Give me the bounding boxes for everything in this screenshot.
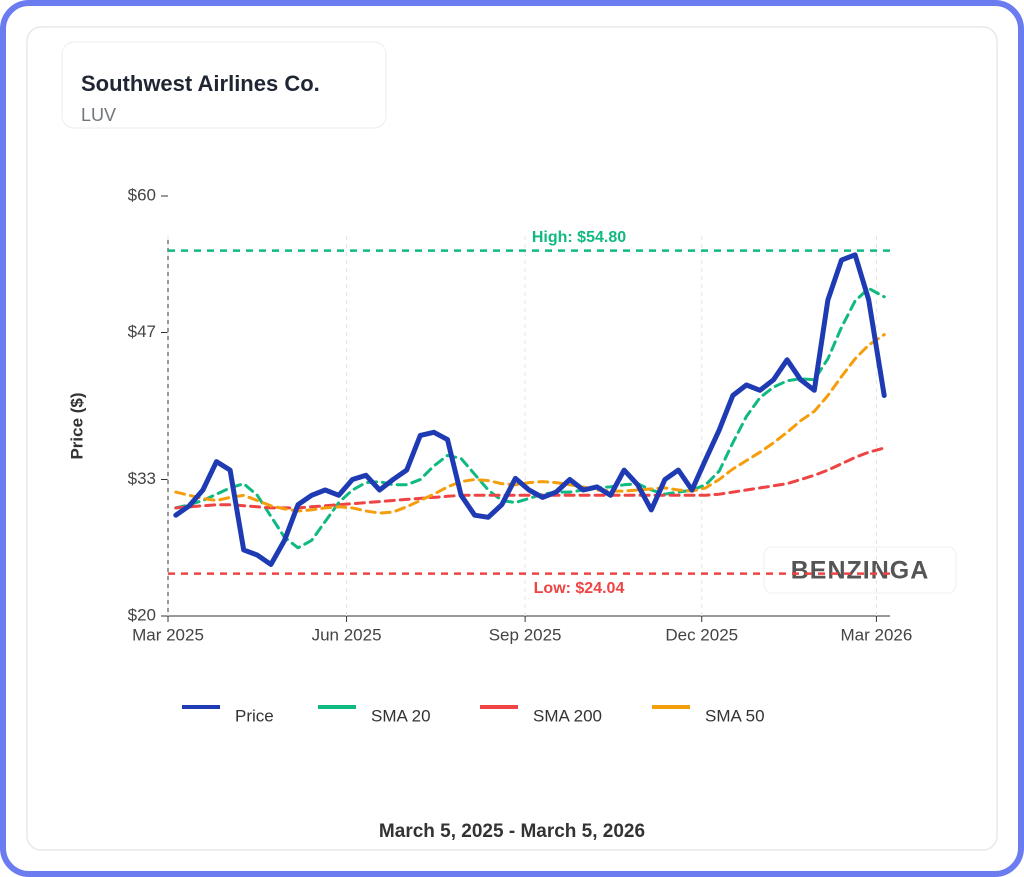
title-box	[61, 41, 387, 129]
reference-label: Low: $24.04	[534, 580, 625, 597]
reference-label: High: $54.80	[532, 229, 626, 246]
chart-title: Southwest Airlines Co.	[81, 71, 320, 96]
x-tick-label: Dec 2025	[665, 625, 738, 644]
y-tick-label: $60	[128, 185, 156, 204]
x-tick-label: Mar 2025	[132, 625, 204, 644]
watermark: BENZINGA	[791, 557, 930, 585]
legend-label: SMA 200	[533, 706, 602, 725]
y-tick-label: $47	[128, 322, 156, 341]
series-line	[174, 446, 886, 510]
watermark-box	[763, 546, 957, 594]
legend-label: SMA 50	[705, 706, 765, 725]
card	[26, 26, 998, 851]
chart-subtitle: LUV	[81, 105, 116, 125]
footer: March 5, 2025 - March 5, 2026	[379, 821, 645, 842]
legend-label: SMA 20	[371, 706, 431, 725]
series-line	[173, 252, 887, 567]
x-tick-label: Jun 2025	[312, 625, 382, 644]
y-axis-label: Price ($)	[67, 392, 86, 459]
legend-label: Price	[235, 706, 274, 725]
series-line	[174, 286, 886, 550]
y-tick-label: $20	[128, 605, 156, 624]
y-tick-label: $33	[128, 469, 156, 488]
x-tick-label: Sep 2025	[489, 625, 562, 644]
x-tick-label: Mar 2026	[840, 625, 912, 644]
